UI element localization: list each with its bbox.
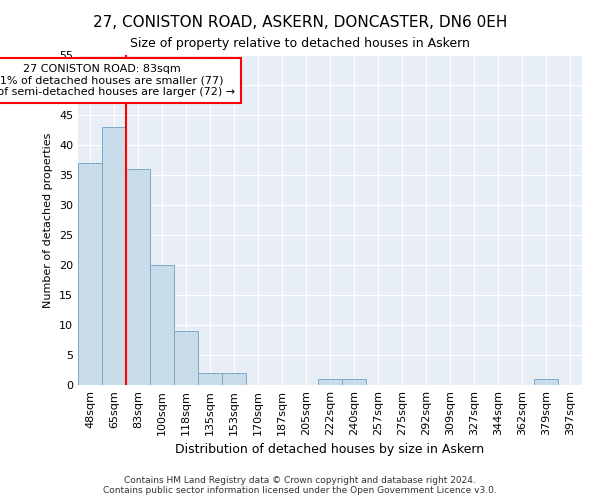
Bar (102, 127, 126, 385)
Text: 27 CONISTON ROAD: 83sqm
← 51% of detached houses are smaller (77)
48% of semi-de: 27 CONISTON ROAD: 83sqm ← 51% of detache… (0, 64, 235, 97)
Text: 27, CONISTON ROAD, ASKERN, DONCASTER, DN6 0EH: 27, CONISTON ROAD, ASKERN, DONCASTER, DN… (93, 15, 507, 30)
Text: Contains HM Land Registry data © Crown copyright and database right 2024.
Contai: Contains HM Land Registry data © Crown c… (103, 476, 497, 495)
X-axis label: Distribution of detached houses by size in Askern: Distribution of detached houses by size … (175, 444, 485, 456)
Bar (342, 379, 366, 385)
Bar (174, 331, 198, 385)
Bar (126, 169, 150, 385)
Bar (534, 379, 558, 385)
Bar (222, 373, 246, 385)
Bar (318, 379, 342, 385)
Bar (78, 163, 102, 385)
Bar (150, 265, 174, 385)
Y-axis label: Number of detached properties: Number of detached properties (43, 132, 53, 308)
Bar (198, 373, 222, 385)
Text: Size of property relative to detached houses in Askern: Size of property relative to detached ho… (130, 38, 470, 51)
